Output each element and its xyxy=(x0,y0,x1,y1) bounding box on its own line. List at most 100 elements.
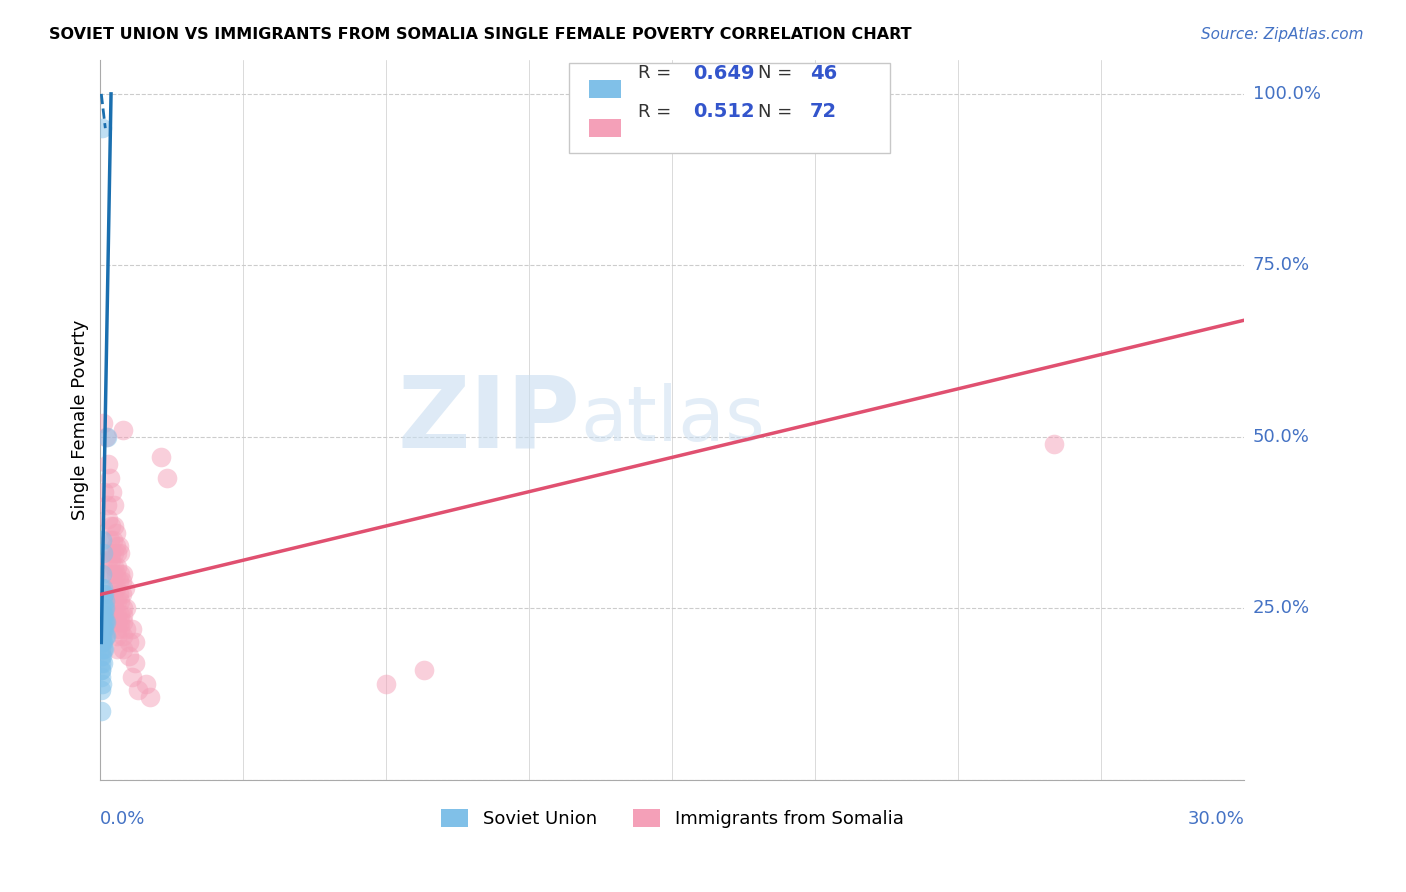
Text: Source: ZipAtlas.com: Source: ZipAtlas.com xyxy=(1201,27,1364,42)
Point xyxy=(90,566,112,581)
Point xyxy=(105,622,128,636)
Text: N =: N = xyxy=(758,103,793,121)
Point xyxy=(97,512,120,526)
Point xyxy=(96,499,118,513)
Point xyxy=(98,471,121,485)
Point xyxy=(105,642,128,657)
Point xyxy=(105,615,128,629)
Point xyxy=(150,450,173,465)
Point xyxy=(100,519,122,533)
Point xyxy=(90,649,112,664)
Point xyxy=(91,629,114,643)
Point xyxy=(118,649,141,664)
Point xyxy=(107,587,129,601)
Text: 50.0%: 50.0% xyxy=(1253,428,1309,446)
Point xyxy=(90,629,112,643)
Point xyxy=(90,663,112,677)
Point xyxy=(90,615,112,629)
Point xyxy=(103,608,125,623)
Point xyxy=(90,649,112,664)
Text: 100.0%: 100.0% xyxy=(1253,85,1320,103)
Point xyxy=(135,676,157,690)
Point xyxy=(105,594,128,608)
Point xyxy=(90,608,112,623)
Point xyxy=(90,642,112,657)
Point xyxy=(124,635,146,649)
Point xyxy=(93,484,115,499)
Point xyxy=(108,546,131,560)
Point xyxy=(93,642,115,657)
Point xyxy=(112,601,135,615)
Point xyxy=(105,560,128,574)
Point xyxy=(121,670,143,684)
Point xyxy=(101,484,124,499)
Point xyxy=(93,608,115,623)
Point xyxy=(90,622,112,636)
Point xyxy=(375,676,398,690)
Point xyxy=(90,635,112,649)
Point xyxy=(90,704,112,718)
Point xyxy=(112,608,135,623)
Point xyxy=(413,663,436,677)
Point xyxy=(111,574,134,588)
Point xyxy=(103,499,125,513)
Point xyxy=(104,540,127,554)
Point xyxy=(97,457,120,471)
Point xyxy=(94,615,117,629)
Point xyxy=(91,608,114,623)
Point xyxy=(93,416,115,430)
Point xyxy=(104,581,127,595)
Point xyxy=(90,581,112,595)
Point xyxy=(91,594,114,608)
Point xyxy=(108,574,131,588)
Text: R =: R = xyxy=(638,103,671,121)
Point xyxy=(103,601,125,615)
Text: 0.649: 0.649 xyxy=(693,63,755,83)
Text: R =: R = xyxy=(638,64,671,82)
FancyBboxPatch shape xyxy=(569,63,890,153)
Legend: Soviet Union, Immigrants from Somalia: Soviet Union, Immigrants from Somalia xyxy=(434,802,911,836)
Point xyxy=(103,560,125,574)
Point xyxy=(105,608,128,623)
Point xyxy=(100,587,122,601)
Point xyxy=(91,642,114,657)
Point xyxy=(108,566,131,581)
Point xyxy=(121,622,143,636)
Point xyxy=(112,642,135,657)
Point xyxy=(105,629,128,643)
FancyBboxPatch shape xyxy=(589,119,621,137)
Point xyxy=(101,581,124,595)
Text: ZIP: ZIP xyxy=(398,371,581,468)
Point xyxy=(90,670,112,684)
Point xyxy=(90,635,112,649)
Point xyxy=(139,690,162,705)
Point xyxy=(108,594,131,608)
Point xyxy=(127,683,149,698)
Point xyxy=(90,656,112,670)
Point xyxy=(115,601,138,615)
Point xyxy=(105,546,128,560)
Text: SOVIET UNION VS IMMIGRANTS FROM SOMALIA SINGLE FEMALE POVERTY CORRELATION CHART: SOVIET UNION VS IMMIGRANTS FROM SOMALIA … xyxy=(49,27,912,42)
Point xyxy=(101,533,124,547)
Point xyxy=(94,601,117,615)
Point xyxy=(108,615,131,629)
Point xyxy=(96,430,118,444)
Point xyxy=(1042,436,1064,450)
Point xyxy=(90,622,112,636)
Point xyxy=(93,629,115,643)
Text: 25.0%: 25.0% xyxy=(1253,599,1310,617)
Point xyxy=(91,608,114,623)
Point xyxy=(91,635,114,649)
Point xyxy=(103,546,125,560)
FancyBboxPatch shape xyxy=(589,80,621,98)
Point xyxy=(124,656,146,670)
Point xyxy=(91,533,114,547)
Point xyxy=(108,622,131,636)
Point xyxy=(90,683,112,698)
Point xyxy=(94,629,117,643)
Point xyxy=(98,533,121,547)
Point xyxy=(93,601,115,615)
Point xyxy=(90,601,112,615)
Point xyxy=(111,587,134,601)
Point xyxy=(93,546,115,560)
